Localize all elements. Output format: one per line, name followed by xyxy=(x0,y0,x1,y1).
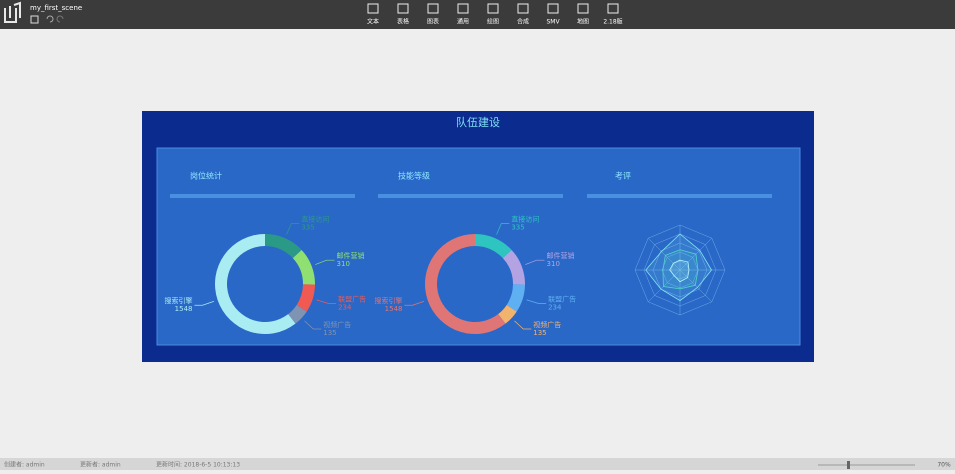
segment-value: 335 xyxy=(301,223,314,231)
tool-icon[interactable] xyxy=(367,3,379,14)
radar-area xyxy=(669,259,690,283)
radar-area xyxy=(645,233,712,302)
tool-label[interactable]: 地图 xyxy=(577,18,589,26)
inner-panel xyxy=(156,147,801,346)
label-line xyxy=(525,259,545,265)
tool-label[interactable]: 2.18版 xyxy=(603,18,622,26)
status-text: 创建者: admin xyxy=(4,461,45,469)
tool-label[interactable]: 文本 xyxy=(367,18,379,26)
radar-axis xyxy=(648,269,681,302)
panel-divider xyxy=(170,194,355,198)
label-line xyxy=(514,320,532,330)
segment-name: 视频广告 xyxy=(533,320,561,329)
tool-icon[interactable] xyxy=(577,3,589,14)
segment-name: 搜索引擎 xyxy=(165,296,193,305)
tool-icon[interactable] xyxy=(457,3,469,14)
label-line xyxy=(496,223,510,235)
donut-segment xyxy=(296,284,315,312)
tool-icon[interactable] xyxy=(517,3,529,14)
tool-label[interactable]: 绘图 xyxy=(487,18,499,26)
segment-value: 234 xyxy=(338,303,352,311)
donut-segment xyxy=(288,304,307,324)
label-line xyxy=(194,301,214,306)
tool-icon[interactable] xyxy=(397,3,409,14)
donut-segment xyxy=(425,234,506,334)
logo xyxy=(4,1,21,23)
scene-name: my_first_scene xyxy=(30,4,82,12)
radar-area xyxy=(662,249,699,290)
label-line xyxy=(286,223,300,235)
status-text: 更新者: admin xyxy=(80,461,121,469)
panel-title: 岗位统计 xyxy=(190,171,222,181)
undo-button[interactable] xyxy=(46,15,54,23)
panel-title: 技能等级 xyxy=(398,171,430,181)
donut-segment xyxy=(498,304,517,324)
dashboard-title: 队伍建设 xyxy=(456,115,500,129)
segment-value: 310 xyxy=(547,260,560,268)
segment-name: 联盟广告 xyxy=(338,294,366,303)
panel-title: 考评 xyxy=(615,172,631,181)
donut-segment xyxy=(506,284,525,312)
tool-label[interactable]: 通用 xyxy=(457,18,469,26)
donut-segment xyxy=(502,249,525,285)
label-line xyxy=(316,299,337,304)
segment-name: 搜索引擎 xyxy=(375,296,403,305)
segment-name: 直接访问 xyxy=(511,214,539,223)
segment-name: 邮件营销 xyxy=(547,251,575,260)
radar-axis xyxy=(679,269,712,302)
segment-value: 1548 xyxy=(385,305,403,313)
toolbar xyxy=(0,0,955,29)
radar-axis xyxy=(648,238,681,271)
save-button[interactable] xyxy=(30,15,39,24)
panel-divider xyxy=(378,194,563,198)
donut-segment xyxy=(475,234,512,259)
donut-segment xyxy=(265,234,302,259)
segment-value: 135 xyxy=(533,329,546,337)
segment-value: 234 xyxy=(548,303,562,311)
tool-icon[interactable] xyxy=(487,3,499,14)
panel-divider xyxy=(587,194,772,198)
redo-button[interactable] xyxy=(56,15,64,23)
donut-segment xyxy=(214,234,296,334)
zoom-level: 70% xyxy=(937,462,951,469)
segment-name: 邮件营销 xyxy=(337,251,365,260)
tool-label[interactable]: SMV xyxy=(546,19,560,26)
segment-value: 135 xyxy=(323,329,336,337)
status-bar xyxy=(0,458,955,470)
segment-name: 直接访问 xyxy=(301,214,329,223)
label-line xyxy=(304,320,322,330)
segment-name: 视频广告 xyxy=(323,320,351,329)
label-line xyxy=(404,301,424,306)
tool-label[interactable]: 图表 xyxy=(427,18,439,26)
tool-icon[interactable] xyxy=(427,3,439,14)
segment-value: 310 xyxy=(337,260,350,268)
status-text: 更新时间: 2018-6-5 10:13:13 xyxy=(156,461,240,469)
tool-label[interactable]: 合成 xyxy=(517,18,529,26)
segment-name: 联盟广告 xyxy=(548,294,576,303)
label-line xyxy=(526,299,547,304)
tool-label[interactable]: 表格 xyxy=(397,18,409,26)
label-line xyxy=(315,259,335,265)
tool-icon[interactable] xyxy=(607,3,619,14)
segment-value: 335 xyxy=(511,223,524,231)
segment-value: 1548 xyxy=(175,305,193,313)
zoom-handle[interactable] xyxy=(847,461,850,469)
tool-icon[interactable] xyxy=(547,3,559,14)
donut-segment xyxy=(292,249,315,285)
